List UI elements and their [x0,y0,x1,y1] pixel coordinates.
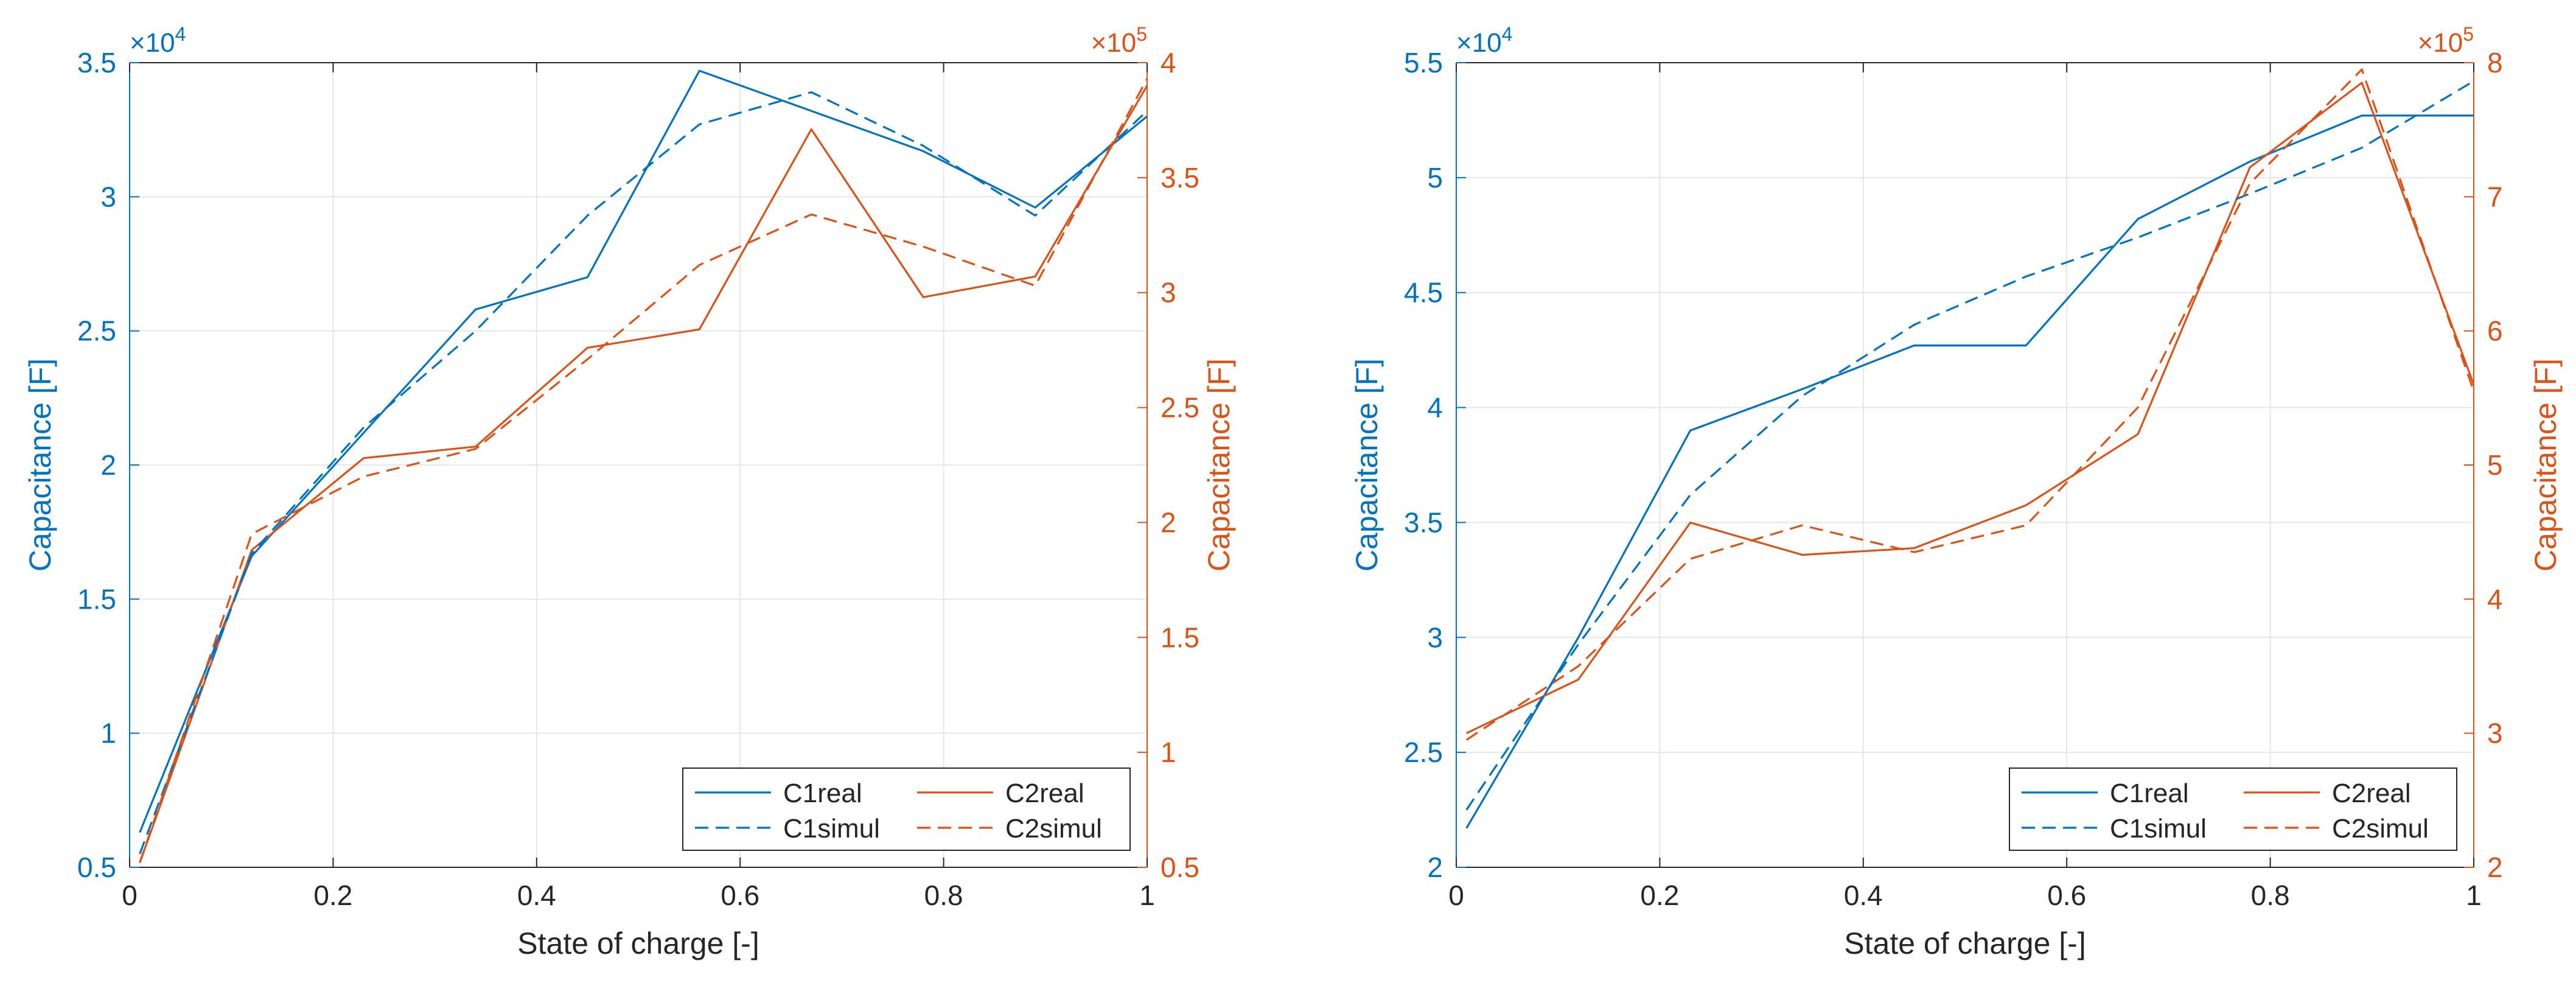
y-right-exponent: ×105 [1091,23,1147,58]
series-line-c1simul [139,91,1148,855]
y-left-exponent: ×104 [130,23,186,58]
legend-box [682,767,1131,851]
y-right-axis-label: Capacitance [F] [2529,358,2563,572]
legend: C1real C2real C1simul C2simul [682,767,1131,851]
x-axis-label: State of charge [-] [1844,926,2086,960]
y-right-tick-label: 2.5 [1161,392,1199,424]
y-left-tick-label: 2.5 [77,315,116,347]
legend: C1real C2real C1simul C2simul [2009,767,2457,851]
y-left-exponent: ×104 [1456,23,1512,58]
legend-label-c2simul: C2simul [2332,814,2429,844]
y-right-tick-label: 2 [2487,851,2503,883]
y-left-tick-label: 2 [1427,851,1443,883]
y-left-tick-label: 3.5 [77,47,116,79]
series-line-c1real [1465,114,2474,829]
legend-label-c1simul: C1simul [783,814,880,844]
legend-box [2009,767,2457,851]
y-left-tick-label: 4 [1427,392,1443,424]
x-tick-label: 1 [1139,879,1155,911]
y-right-tick-label: 0.5 [1161,851,1199,883]
y-left-tick-label: 5 [1427,162,1443,194]
y-left-tick-label: 1.5 [77,583,116,615]
y-left-tick-label: 3 [1427,621,1443,653]
y-left-tick-label: 2.5 [1404,736,1443,768]
y-left-tick-label: 4.5 [1404,277,1443,309]
grid [129,62,1148,868]
series-line-c2real [139,85,1148,863]
y-right-tick-label: 3.5 [1161,162,1199,194]
legend-label-c1real: C1real [783,778,862,808]
y-right-tick-label: 4 [2487,583,2503,615]
y-right-tick-label: 4 [1161,47,1176,79]
x-tick-label: 0 [122,879,138,911]
y-left-tick-label: 0.5 [77,851,116,883]
y-right-tick-label: 2 [1161,506,1176,538]
y-right-exponent: ×105 [2418,23,2474,58]
y-left-tick-label: 2 [100,449,116,481]
x-tick-label: 0.8 [2251,879,2290,911]
series-line-c1simul [1465,80,2474,811]
legend-label-c1simul: C1simul [2110,814,2207,844]
x-tick-label: 0.4 [1844,879,1883,911]
x-tick-label: 0.6 [2047,879,2086,911]
y-left-axis-label: Capacitance [F] [23,358,57,572]
y-right-tick-label: 1 [1161,736,1176,768]
x-tick-label: 0.2 [313,879,352,911]
chart-2: 0 0.2 0.4 0.6 0.8 122.533.544.555.52345678×10… [1350,23,2563,960]
y-left-tick-label: 3 [100,181,116,212]
y-right-tick-label: 8 [2487,47,2503,79]
x-tick-label: 0.8 [924,879,963,911]
x-tick-label: 0 [1448,879,1464,911]
y-left-tick-label: 1 [100,718,116,749]
legend-label-c2real: C2real [1005,778,1084,808]
plot-area [1456,63,2474,867]
series [139,69,1148,863]
y-left-tick-label: 3.5 [1404,506,1443,538]
series-line-c1real [139,69,1148,833]
y-right-tick-label: 3 [1161,277,1176,309]
x-tick-label: 0.2 [1640,879,1679,911]
series-line-c2simul [1465,68,2475,741]
y-left-axis-label: Capacitance [F] [1350,358,1384,572]
y-right-axis-label: Capacitance [F] [1202,358,1236,572]
chart-1: 0 0.2 0.4 0.6 0.8 10.511.522.533.50.511.522.5… [23,23,1236,960]
y-right-tick-label: 1.5 [1161,621,1199,653]
legend-label-c2real: C2real [2332,778,2411,808]
y-right-tick-label: 7 [2487,181,2503,212]
x-axis-label: State of charge [-] [517,926,759,960]
y-left-tick-label: 5.5 [1404,47,1443,79]
y-right-tick-label: 5 [2487,449,2503,481]
x-tick-label: 0.6 [721,879,759,911]
x-tick-label: 0.4 [517,879,556,911]
legend-label-c1real: C1real [2110,778,2189,808]
y-right-tick-label: 3 [2487,718,2503,749]
x-tick-label: 1 [2466,879,2482,911]
y-right-tick-label: 6 [2487,315,2503,347]
series [1465,68,2475,829]
legend-label-c2simul: C2simul [1005,814,1102,844]
